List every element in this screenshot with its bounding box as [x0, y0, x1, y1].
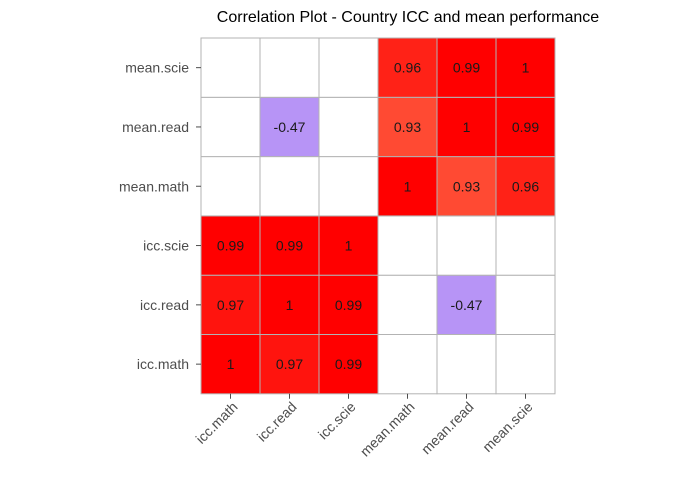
cell-value-label: 1	[227, 356, 235, 372]
heatmap-empty-cell	[377, 215, 438, 276]
x-tick-label: icc.scie	[315, 398, 359, 442]
heatmap-cell-mean.scie-mean.math	[495, 156, 556, 217]
cell-value-label: 0.99	[217, 238, 244, 254]
heatmap-cell-mean.read-mean.scie	[436, 37, 497, 98]
cell-value-label: 0.99	[512, 119, 539, 135]
y-axis-labels: icc.math icc.read icc.scie mean.math mean.re…	[119, 60, 201, 372]
x-tick-label: icc.read	[254, 399, 300, 445]
cell-value-label: 0.99	[276, 238, 303, 254]
heatmap-empty-cell	[200, 37, 261, 98]
cell-value-label: 1	[404, 178, 412, 194]
heatmap-cell-icc.read-icc.read	[259, 274, 320, 336]
heatmap-cell-icc.math-icc.math	[200, 334, 261, 395]
cell-value-label: -0.47	[274, 119, 306, 135]
heatmap-empty-cell	[436, 215, 497, 276]
cells-layer	[200, 37, 556, 395]
heatmap-empty-cell	[318, 156, 379, 217]
cell-value-label: 0.96	[512, 178, 539, 194]
heatmap-empty-cell	[436, 334, 497, 395]
heatmap-empty-cell	[200, 156, 261, 217]
heatmap-empty-cell	[318, 96, 379, 158]
cell-value-label: 0.97	[276, 356, 303, 372]
x-tick-label: mean.read	[418, 399, 477, 458]
heatmap-empty-cell	[495, 334, 556, 395]
cell-value-label: -0.47	[451, 297, 483, 313]
y-tick-label: mean.read	[122, 119, 189, 135]
y-tick-label: icc.math	[137, 356, 189, 372]
heatmap-empty-cell	[318, 37, 379, 98]
cell-value-label: 1	[522, 60, 530, 76]
cell-value-label: 0.99	[335, 297, 362, 313]
x-tick-label: icc.math	[192, 399, 240, 447]
cell-value-label: 0.99	[335, 356, 362, 372]
heatmap-cell-icc.read-icc.scie	[259, 215, 320, 276]
cell-value-label: 1	[286, 297, 294, 313]
x-tick-label: mean.scie	[479, 398, 536, 455]
values-layer: 1 0.97 0.99 0.97 1 0.99 -0.47 0.99 0.99 1 1 0.93 0.9…	[217, 60, 539, 372]
heatmap-cell-mean.read-mean.math	[436, 156, 497, 217]
heatmap-cell-mean.scie-mean.read	[495, 96, 556, 158]
cell-value-label: 0.93	[394, 119, 421, 135]
heatmap-empty-cell	[200, 96, 261, 158]
heatmap-empty-cell	[377, 274, 438, 336]
cell-value-label: 0.93	[453, 178, 480, 194]
heatmap-empty-cell	[495, 274, 556, 336]
cell-value-label: 0.97	[217, 297, 244, 313]
heatmap-cell-mean.scie-mean.scie	[495, 37, 556, 98]
heatmap-empty-cell	[495, 215, 556, 276]
heatmap-empty-cell	[259, 37, 320, 98]
y-tick-label: mean.math	[119, 178, 189, 194]
cell-value-label: 1	[463, 119, 471, 135]
y-tick-label: icc.read	[140, 297, 189, 313]
y-tick-label: mean.scie	[125, 60, 189, 76]
cell-value-label: 0.96	[394, 60, 421, 76]
heatmap-empty-cell	[259, 156, 320, 217]
y-tick-label: icc.scie	[143, 238, 189, 254]
heatmap-empty-cell	[377, 334, 438, 395]
x-tick-label: mean.math	[357, 399, 418, 460]
cell-value-label: 1	[345, 238, 353, 254]
heatmap-cell-mean.read-icc.read	[436, 274, 497, 336]
heatmap-cell-mean.read-mean.read	[436, 96, 497, 158]
heatmap-cell-icc.read-icc.math	[259, 334, 320, 395]
cell-value-label: 0.99	[453, 60, 480, 76]
heatmap-cell-icc.scie-icc.read	[318, 274, 379, 336]
heatmap-cell-icc.scie-icc.scie	[318, 215, 379, 276]
heatmap-cell-mean.math-mean.scie	[377, 37, 438, 98]
chart-title: Correlation Plot - Country ICC and mean …	[217, 9, 599, 26]
